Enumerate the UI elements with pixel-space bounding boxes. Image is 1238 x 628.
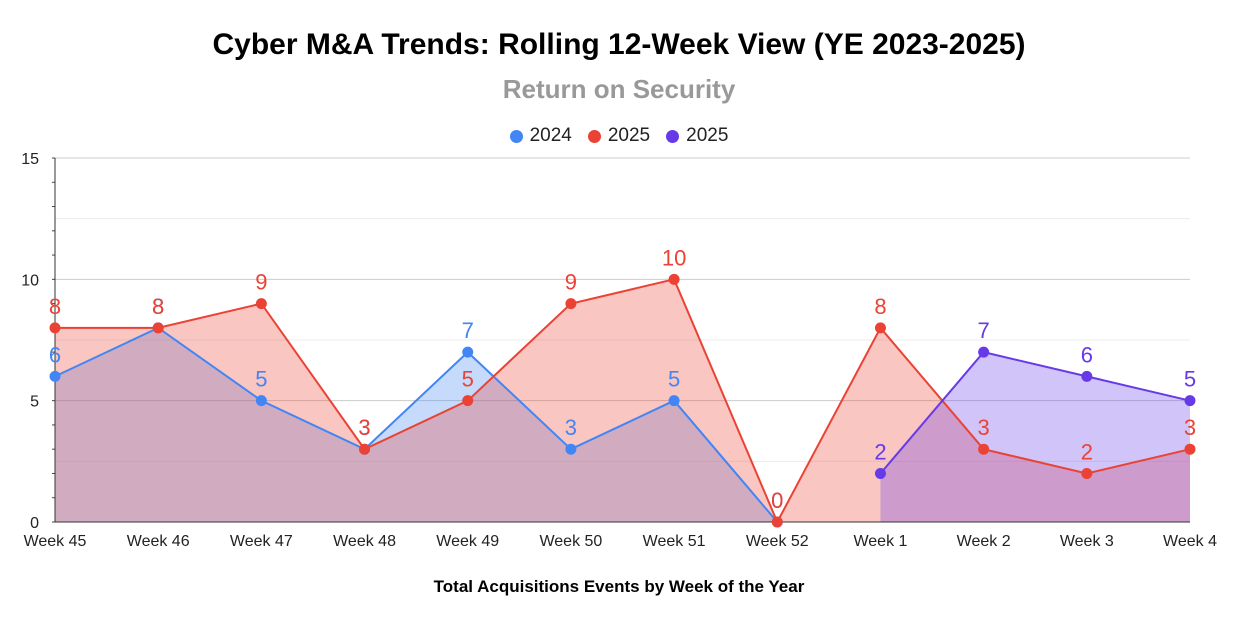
data-label: 0 <box>771 488 783 513</box>
data-label: 5 <box>462 367 474 392</box>
data-label: 3 <box>358 415 370 440</box>
legend-label-2024: 2024 <box>529 125 572 146</box>
data-point[interactable] <box>1184 395 1196 407</box>
area-series-2 <box>880 352 1190 522</box>
y-tick-label: 0 <box>30 515 39 532</box>
x-tick-label: Week 50 <box>539 533 602 550</box>
data-label: 0 <box>771 488 783 513</box>
data-point[interactable] <box>49 322 61 334</box>
legend-item-2024[interactable]: 2024 <box>509 125 572 147</box>
chart-title: Cyber M&A Trends: Rolling 12-Week View (… <box>212 28 1026 61</box>
data-point[interactable] <box>565 298 577 310</box>
data-point[interactable] <box>874 467 886 479</box>
data-point[interactable] <box>255 395 267 407</box>
y-tick-label: 5 <box>30 394 39 411</box>
data-label: 7 <box>978 318 990 343</box>
x-tick-label: Week 4 <box>1163 533 1217 550</box>
x-tick-label: Week 3 <box>1060 533 1114 550</box>
x-tick-label: Week 46 <box>127 533 190 550</box>
data-point[interactable] <box>771 516 783 528</box>
data-point[interactable] <box>978 443 990 455</box>
x-tick-label: Week 48 <box>333 533 396 550</box>
line-series-2 <box>879 351 1191 475</box>
x-tick-label: Week 49 <box>436 533 499 550</box>
data-label: 8 <box>49 294 61 319</box>
data-label: 8 <box>874 294 886 319</box>
data-point[interactable] <box>668 273 680 285</box>
line-series-0 <box>54 326 779 523</box>
legend-item-2025-red[interactable]: 2025 <box>587 125 651 147</box>
x-tick-label: Week 52 <box>746 533 809 550</box>
line-series-1 <box>55 278 1191 525</box>
data-point[interactable] <box>152 322 164 334</box>
data-point[interactable] <box>978 346 990 358</box>
legend-marker-2025-red <box>587 129 601 143</box>
data-point[interactable] <box>565 443 577 455</box>
data-point[interactable] <box>668 395 680 407</box>
y-tick-label: 15 <box>21 151 39 168</box>
x-tick-label: Week 1 <box>853 533 907 550</box>
legend-marker-2024 <box>509 129 523 143</box>
data-point[interactable] <box>49 370 61 382</box>
data-point[interactable] <box>462 395 474 407</box>
data-label: 2 <box>874 439 886 464</box>
data-label: 8 <box>152 294 164 319</box>
chart-legend: 2024 2025 2025 <box>0 125 1238 147</box>
data-label: 9 <box>565 270 577 295</box>
data-label: 3 <box>358 415 370 440</box>
data-label: 3 <box>1184 415 1196 440</box>
x-axis-title: Total Acquisitions Events by Week of the… <box>433 577 805 596</box>
x-tick-label: Week 47 <box>230 533 293 550</box>
data-label: 3 <box>565 415 577 440</box>
x-tick-label: Week 51 <box>643 533 706 550</box>
data-label: 3 <box>978 415 990 440</box>
data-label: 8 <box>152 294 164 319</box>
data-label: 10 <box>662 245 686 270</box>
data-label: 5 <box>255 367 267 392</box>
data-point[interactable] <box>359 443 371 455</box>
data-label: 6 <box>49 342 61 367</box>
data-label: 7 <box>462 318 474 343</box>
x-tick-label: Week 45 <box>24 533 87 550</box>
data-point[interactable] <box>255 298 267 310</box>
y-tick-label: 10 <box>21 272 39 289</box>
x-tick-label: Week 2 <box>957 533 1011 550</box>
legend-marker-2025-purple <box>666 129 680 143</box>
data-label: 5 <box>668 367 680 392</box>
area-series-1 <box>55 279 1190 522</box>
legend-label-2025-purple: 2025 <box>686 125 729 146</box>
data-point[interactable] <box>1184 443 1196 455</box>
data-point[interactable] <box>1081 370 1093 382</box>
data-point[interactable] <box>874 322 886 334</box>
data-label: 2 <box>1081 439 1093 464</box>
data-label: 9 <box>255 270 267 295</box>
data-point[interactable] <box>1081 467 1093 479</box>
data-label: 5 <box>1184 367 1196 392</box>
legend-label-2025-red: 2025 <box>607 125 651 146</box>
chart-subtitle: Return on Security <box>502 74 736 104</box>
data-label: 6 <box>1081 342 1093 367</box>
data-point[interactable] <box>462 346 474 358</box>
legend-item-2025-purple[interactable]: 2025 <box>666 125 728 147</box>
